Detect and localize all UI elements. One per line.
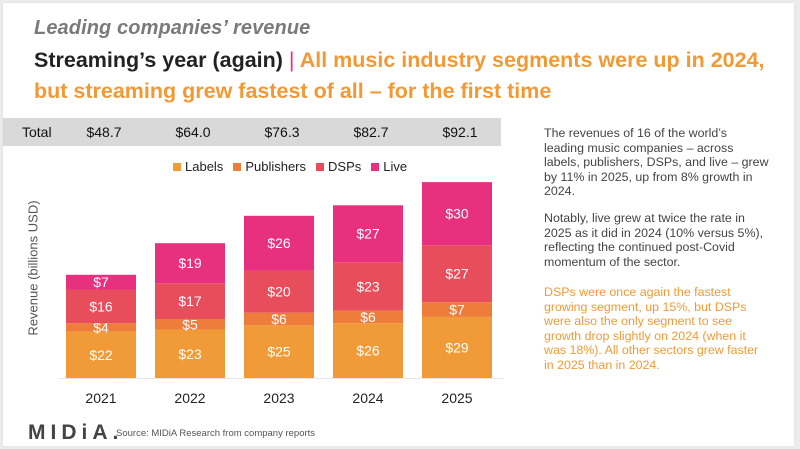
stacked-bar-chart: $22 $4 $16 $7 2021 $23 $5 $17 $19 2022 $25 $6 $20 $26… — [58, 182, 503, 406]
bar-segment-dsps-2023 — [244, 270, 314, 313]
data-label: $22 — [89, 347, 113, 363]
bar-segment-live-2025 — [422, 182, 492, 246]
legend-item-labels: Labels — [173, 159, 223, 174]
bar-segment-dsps-2022 — [155, 283, 225, 320]
legend-item-publishers: Publishers — [233, 159, 306, 174]
total-value: $82.7 — [353, 124, 389, 140]
data-label: $17 — [178, 293, 202, 309]
legend-swatch — [233, 162, 242, 171]
data-label: $5 — [182, 316, 198, 332]
slide-kicker: Leading companies’ revenue — [34, 17, 311, 39]
bar-segment-labels-2023 — [244, 325, 314, 378]
data-label: $23 — [178, 346, 202, 362]
legend-label: DSPs — [328, 159, 362, 174]
bar-segment-dsps-2024 — [333, 262, 403, 311]
bar-segment-live-2022 — [155, 243, 225, 284]
bar-segment-labels-2024 — [333, 323, 403, 378]
total-value: $48.7 — [86, 124, 122, 140]
legend-item-dsps: DSPs — [316, 159, 361, 174]
bar-segment-publishers-2025 — [422, 302, 492, 317]
bar-segment-publishers-2021 — [66, 323, 136, 332]
data-label: $7 — [93, 274, 109, 290]
bar-segment-live-2024 — [333, 205, 403, 263]
bar-segment-labels-2025 — [422, 316, 492, 378]
legend-swatch — [316, 162, 325, 171]
legend-label: Live — [383, 159, 408, 174]
bar-segment-labels-2022 — [155, 329, 225, 378]
data-label: $6 — [360, 309, 376, 325]
slide-headline: Streaming’s year (again) | All music ind… — [34, 45, 774, 107]
x-tick-label: 2022 — [174, 390, 205, 406]
data-label: $23 — [356, 278, 380, 294]
data-label: $26 — [356, 343, 380, 359]
headline-separator: | — [288, 48, 295, 72]
slide-card: Leading companies’ revenue Streaming’s y… — [3, 3, 794, 446]
x-tick-label: 2024 — [352, 390, 383, 406]
data-label: $20 — [267, 284, 291, 300]
bar-segment-publishers-2022 — [155, 319, 225, 330]
data-label: $6 — [271, 311, 287, 327]
legend-swatch — [173, 162, 181, 171]
legend-swatch — [371, 162, 380, 171]
data-label: $26 — [267, 235, 291, 251]
data-label: $19 — [178, 255, 202, 271]
commentary-paragraph-2: Notably, live grew at twice the rate in … — [544, 211, 764, 269]
legend-label: Publishers — [245, 159, 307, 174]
x-tick-label: 2025 — [441, 390, 472, 406]
data-label: $30 — [445, 206, 469, 222]
total-value: $64.0 — [175, 124, 211, 140]
x-tick-label: 2023 — [263, 390, 294, 406]
totals-band: Total $48.7 $64.0 $76.3 $82.7 $92.1 — [3, 118, 501, 146]
totals-label: Total — [22, 124, 52, 140]
data-label: $29 — [445, 339, 469, 355]
legend-item-live: Live — [371, 159, 407, 174]
source-note: Source: MIDiA Research from company repo… — [116, 428, 316, 439]
bar-segment-dsps-2025 — [422, 245, 492, 303]
legend-label: Labels — [185, 159, 224, 174]
chart-legend: Labels Publishers DSPs Live — [173, 159, 407, 174]
data-label: $7 — [449, 302, 465, 318]
commentary-paragraph-3: DSPs were once again the fastest growing… — [544, 285, 759, 372]
x-tick-label: 2021 — [85, 390, 116, 406]
commentary-paragraph-1: The revenues of 16 of the world’s leadin… — [544, 126, 769, 199]
bar-segment-publishers-2023 — [244, 312, 314, 326]
total-value: $76.3 — [264, 124, 300, 140]
midia-logo: MIDiA. — [28, 421, 124, 444]
bar-segment-publishers-2024 — [333, 310, 403, 324]
data-label: $27 — [356, 226, 380, 242]
bar-segment-live-2021 — [66, 274, 136, 290]
total-value: $92.1 — [442, 124, 478, 140]
headline-lead: Streaming’s year (again) — [34, 48, 283, 72]
headline-rest: All music industry segments were up in 2… — [34, 48, 765, 103]
bar-segment-labels-2021 — [66, 331, 136, 378]
data-label: $16 — [89, 298, 113, 314]
data-label: $27 — [445, 266, 469, 282]
data-label: $4 — [93, 319, 109, 335]
bar-segment-live-2023 — [244, 215, 314, 271]
bar-segment-dsps-2021 — [66, 289, 136, 324]
data-label: $25 — [267, 344, 291, 360]
